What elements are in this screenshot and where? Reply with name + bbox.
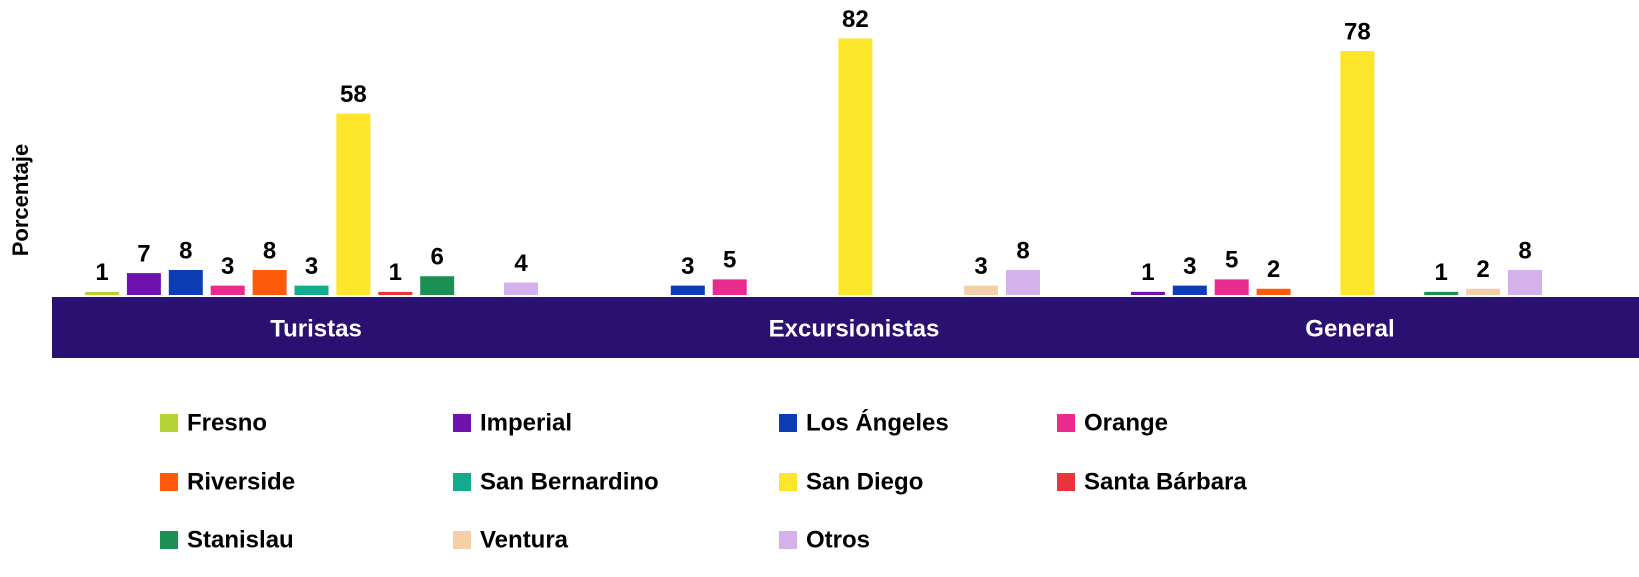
bar [1172,285,1207,295]
legend-swatch [453,531,471,549]
data-label: 5 [723,247,736,274]
data-label: 2 [1267,256,1280,283]
bar [378,291,413,295]
bar [210,285,245,295]
data-label: 8 [179,237,192,264]
data-label: 8 [1518,237,1531,264]
bar [85,291,119,295]
data-label: 3 [305,253,318,280]
data-label: 1 [95,259,108,286]
legend-swatch [453,473,471,491]
bar [670,285,705,295]
y-axis-label: Porcentaje [8,144,33,257]
legend-label: Orange [1084,409,1168,436]
data-label: 1 [389,259,402,286]
data-label: 7 [137,240,150,267]
bar [252,269,287,295]
legend-label: Otros [806,526,870,553]
data-label: 58 [340,81,367,108]
legend-swatch [160,531,178,549]
bar [1508,269,1542,295]
data-label: 1 [1141,259,1154,286]
bar [1214,279,1249,295]
legend-swatch [1057,473,1075,491]
data-label: 2 [1476,256,1489,283]
data-label: 3 [1183,253,1196,280]
legend-label: Fresno [187,409,267,436]
legend-label: San Bernardino [480,468,659,495]
bar [1256,288,1291,295]
bar [712,279,747,295]
data-label: 82 [842,6,869,33]
legend-swatch [779,531,797,549]
legend-label: Riverside [187,468,295,495]
legend-swatch [779,473,797,491]
bar [1130,291,1165,295]
data-label: 5 [1225,247,1238,274]
legend-label: Santa Bárbara [1084,468,1247,495]
data-label: 3 [681,253,694,280]
legend-label: Ventura [480,526,569,553]
x-tick-label: Excursionistas [769,315,940,342]
data-label: 1 [1435,259,1448,286]
legend-swatch [1057,414,1075,432]
bar [294,285,329,295]
bar [1466,288,1501,295]
legend-label: Imperial [480,409,572,436]
data-label: 4 [514,250,528,277]
bar [420,276,455,295]
legend-label: Stanislau [187,526,294,553]
bar [336,113,371,296]
bar [126,273,161,295]
bar [1424,291,1459,295]
bar [1006,269,1040,295]
data-label: 8 [1016,237,1029,264]
x-tick-label: Turistas [270,315,362,342]
legend-swatch [160,473,178,491]
data-label: 78 [1344,18,1371,45]
data-label: 6 [431,244,444,271]
data-label: 3 [974,253,987,280]
x-tick-label: General [1305,315,1394,342]
data-label: 3 [221,253,234,280]
data-label: 8 [263,237,276,264]
bar [964,285,999,295]
category-band [52,297,1639,358]
legend-label: Los Ángeles [806,408,949,436]
legend-label: San Diego [806,468,923,495]
bar [1340,51,1375,295]
bar [504,282,538,295]
legend-swatch [453,414,471,432]
bar [838,38,873,295]
legend-swatch [779,414,797,432]
legend-swatch [160,414,178,432]
bar [168,269,203,295]
